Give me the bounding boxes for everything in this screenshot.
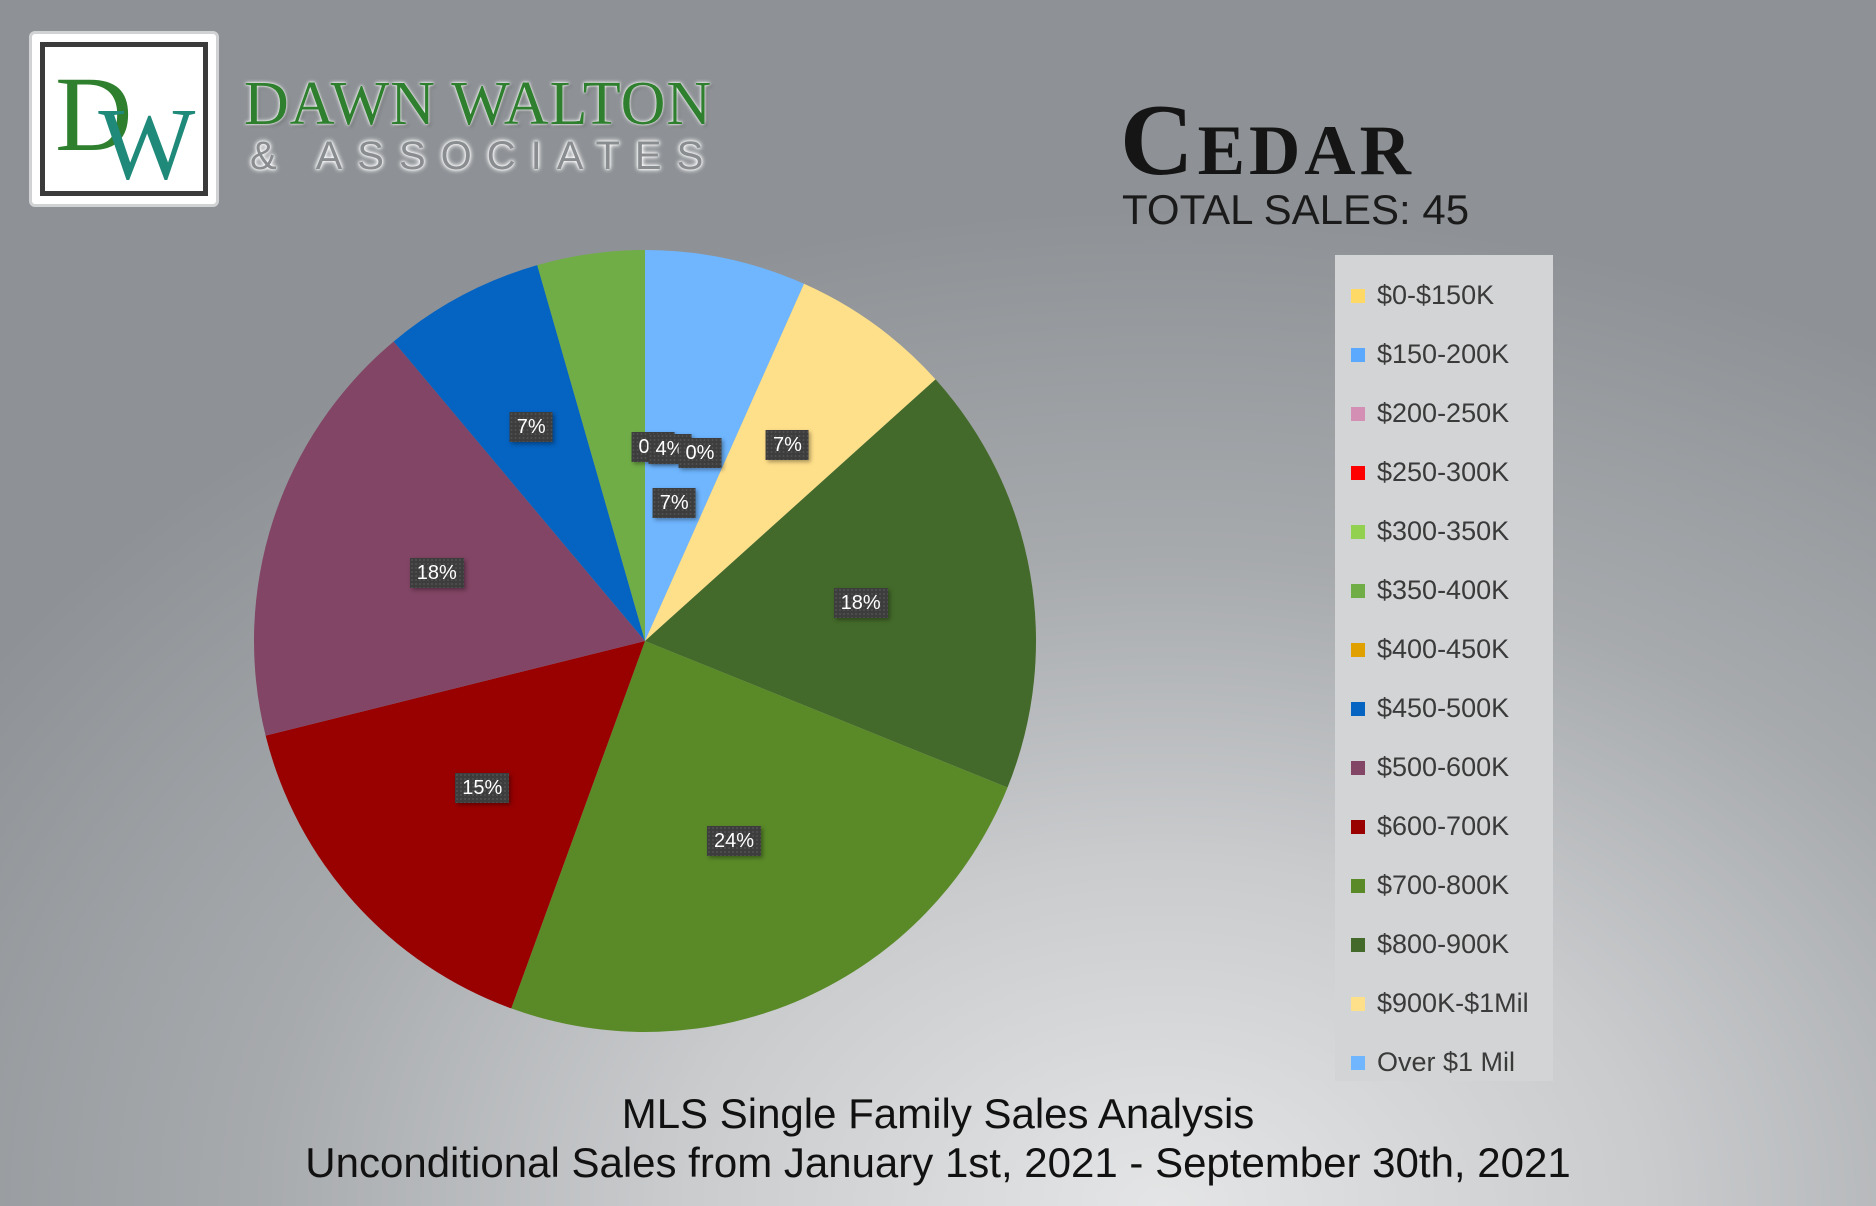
legend-label: $700-800K <box>1377 870 1510 900</box>
data-label-700-800k: 24% <box>707 826 762 857</box>
legend-swatch <box>1351 820 1365 834</box>
footer-subtitle: Unconditional Sales from January 1st, 20… <box>305 1139 1571 1186</box>
logo-monogram-box: D W <box>29 31 219 207</box>
pie-chart-svg <box>254 250 1036 1032</box>
legend-swatch <box>1351 879 1365 893</box>
data-label-450-500k: 7% <box>509 411 553 442</box>
legend-label: $300-350K <box>1377 516 1510 546</box>
pie-slice-450-500k <box>393 265 645 641</box>
legend-label: $0-$150K <box>1377 280 1495 310</box>
legend-item-700-800k: $700-800K <box>1335 857 1553 916</box>
pie-slice-350-400k <box>537 250 645 641</box>
pie-slice-600-700k <box>265 641 645 1009</box>
pie-slice-over-1-mil <box>645 250 805 641</box>
legend-item-600-700k: $600-700K <box>1335 798 1553 857</box>
legend-label: $350-400K <box>1377 575 1510 605</box>
legend-item-250-300k: $250-300K <box>1335 444 1553 503</box>
page-title: Cedar <box>1120 84 1415 197</box>
pie-slice-500-600k <box>254 341 646 736</box>
legend-item-150-200k: $150-200K <box>1335 326 1553 385</box>
legend-swatch <box>1351 702 1365 716</box>
pie-chart: 7%18%15%24%18%7%7%0%4%0% <box>230 236 1040 1051</box>
legend-item-900k-1mil: $900K-$1Mil <box>1335 975 1553 1034</box>
legend-item-350-400k: $350-400K <box>1335 562 1553 621</box>
legend-swatch <box>1351 348 1365 362</box>
legend-label: $500-600K <box>1377 752 1510 782</box>
svg-text:W: W <box>98 88 195 191</box>
pie-slice-900k-1mil <box>645 283 936 641</box>
legend-swatch <box>1351 997 1365 1011</box>
chart-legend: $0-$150K $150-200K $200-250K $250-300K $300-… <box>1335 255 1553 1081</box>
legend-label: $200-250K <box>1377 398 1510 428</box>
dw-monogram-icon: D W <box>55 56 195 191</box>
company-logo: D W DAWN WALTON & ASSOCIATES <box>29 31 723 213</box>
legend-swatch <box>1351 643 1365 657</box>
legend-item-450-500k: $450-500K <box>1335 680 1553 739</box>
legend-swatch <box>1351 1056 1365 1070</box>
legend-item-500-600k: $500-600K <box>1335 739 1553 798</box>
legend-item-200-250k: $200-250K <box>1335 385 1553 444</box>
data-label-800-900k: 18% <box>833 587 888 618</box>
legend-item-400-450k: $400-450K <box>1335 621 1553 680</box>
data-label-over-1-mil: 7% <box>652 488 696 519</box>
legend-item-300-350k: $300-350K <box>1335 503 1553 562</box>
legend-swatch <box>1351 466 1365 480</box>
data-label-600-700k: 15% <box>455 772 510 803</box>
legend-swatch <box>1351 407 1365 421</box>
svg-text:D: D <box>55 56 132 174</box>
brand-subtitle: & ASSOCIATES <box>250 134 719 178</box>
legend-item-800-900k: $800-900K <box>1335 916 1553 975</box>
data-label-300-350k: 0% <box>678 438 722 468</box>
legend-swatch <box>1351 761 1365 775</box>
legend-item-over-1-mil: Over $1 Mil <box>1335 1034 1553 1093</box>
footer-title: MLS Single Family Sales Analysis <box>621 1090 1255 1137</box>
legend-label: $900K-$1Mil <box>1377 988 1529 1018</box>
legend-swatch <box>1351 525 1365 539</box>
legend-label: $400-450K <box>1377 634 1510 664</box>
legend-swatch <box>1351 289 1365 303</box>
legend-swatch <box>1351 938 1365 952</box>
data-label-900k-1mil: 7% <box>766 429 809 460</box>
legend-label: $450-500K <box>1377 693 1510 723</box>
data-label-500-600k: 18% <box>409 558 464 589</box>
pie-slice-800-900k <box>645 379 1036 788</box>
legend-label: $600-700K <box>1377 811 1510 841</box>
legend-label: $800-900K <box>1377 929 1510 959</box>
legend-item-0-150k: $0-$150K <box>1335 267 1553 326</box>
legend-swatch <box>1351 584 1365 598</box>
legend-label: $150-200K <box>1377 339 1510 369</box>
legend-label: $250-300K <box>1377 457 1510 487</box>
total-sales: TOTAL SALES: 45 <box>1122 186 1470 233</box>
legend-label: Over $1 Mil <box>1377 1047 1516 1077</box>
brand-name: DAWN WALTON <box>244 70 713 138</box>
